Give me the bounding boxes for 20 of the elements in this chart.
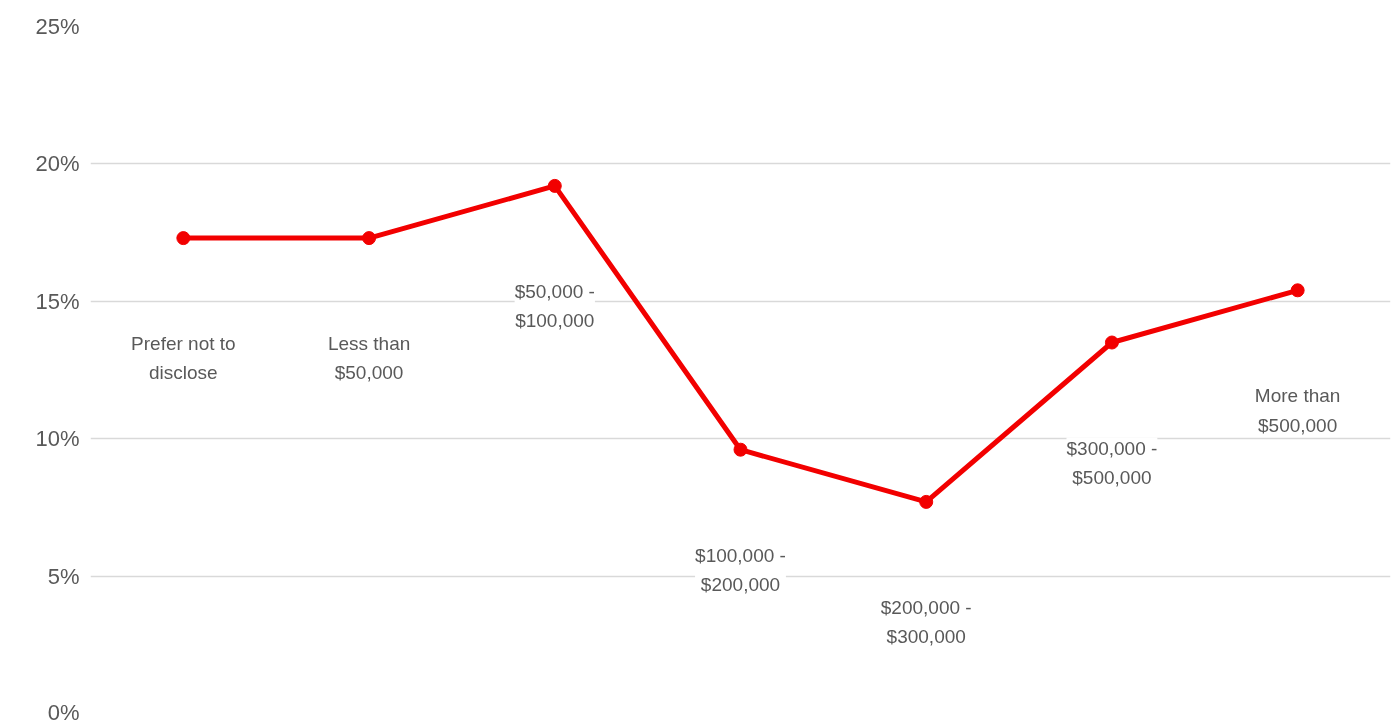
- point: [176, 231, 191, 246]
- point: [919, 494, 934, 509]
- point: [547, 178, 562, 193]
- x-tick-label: Prefer not to disclose: [131, 333, 236, 384]
- x-tick-label: $100,000 - $200,000: [695, 544, 786, 596]
- y-tick-label: 20%: [35, 151, 80, 177]
- y-tick-label: 0%: [47, 699, 80, 724]
- y-tick-label: 5%: [47, 563, 80, 589]
- x-tick-label: $300,000 - $500,000: [1066, 437, 1158, 488]
- point: [362, 231, 377, 246]
- point: [1290, 283, 1305, 298]
- point: [733, 442, 748, 457]
- x-tick-label: $200,000 - $300,000: [880, 596, 972, 648]
- y-tick-label: 10%: [35, 426, 80, 452]
- x-tick-label: Less than $50,000: [327, 333, 411, 384]
- y-tick-label: 15%: [35, 288, 80, 314]
- x-tick-label: $50,000 - $100,000: [514, 280, 595, 332]
- x-tick-label: More than $500,000: [1254, 385, 1341, 436]
- point: [1104, 335, 1119, 350]
- y-tick-label: 25%: [35, 14, 80, 39]
